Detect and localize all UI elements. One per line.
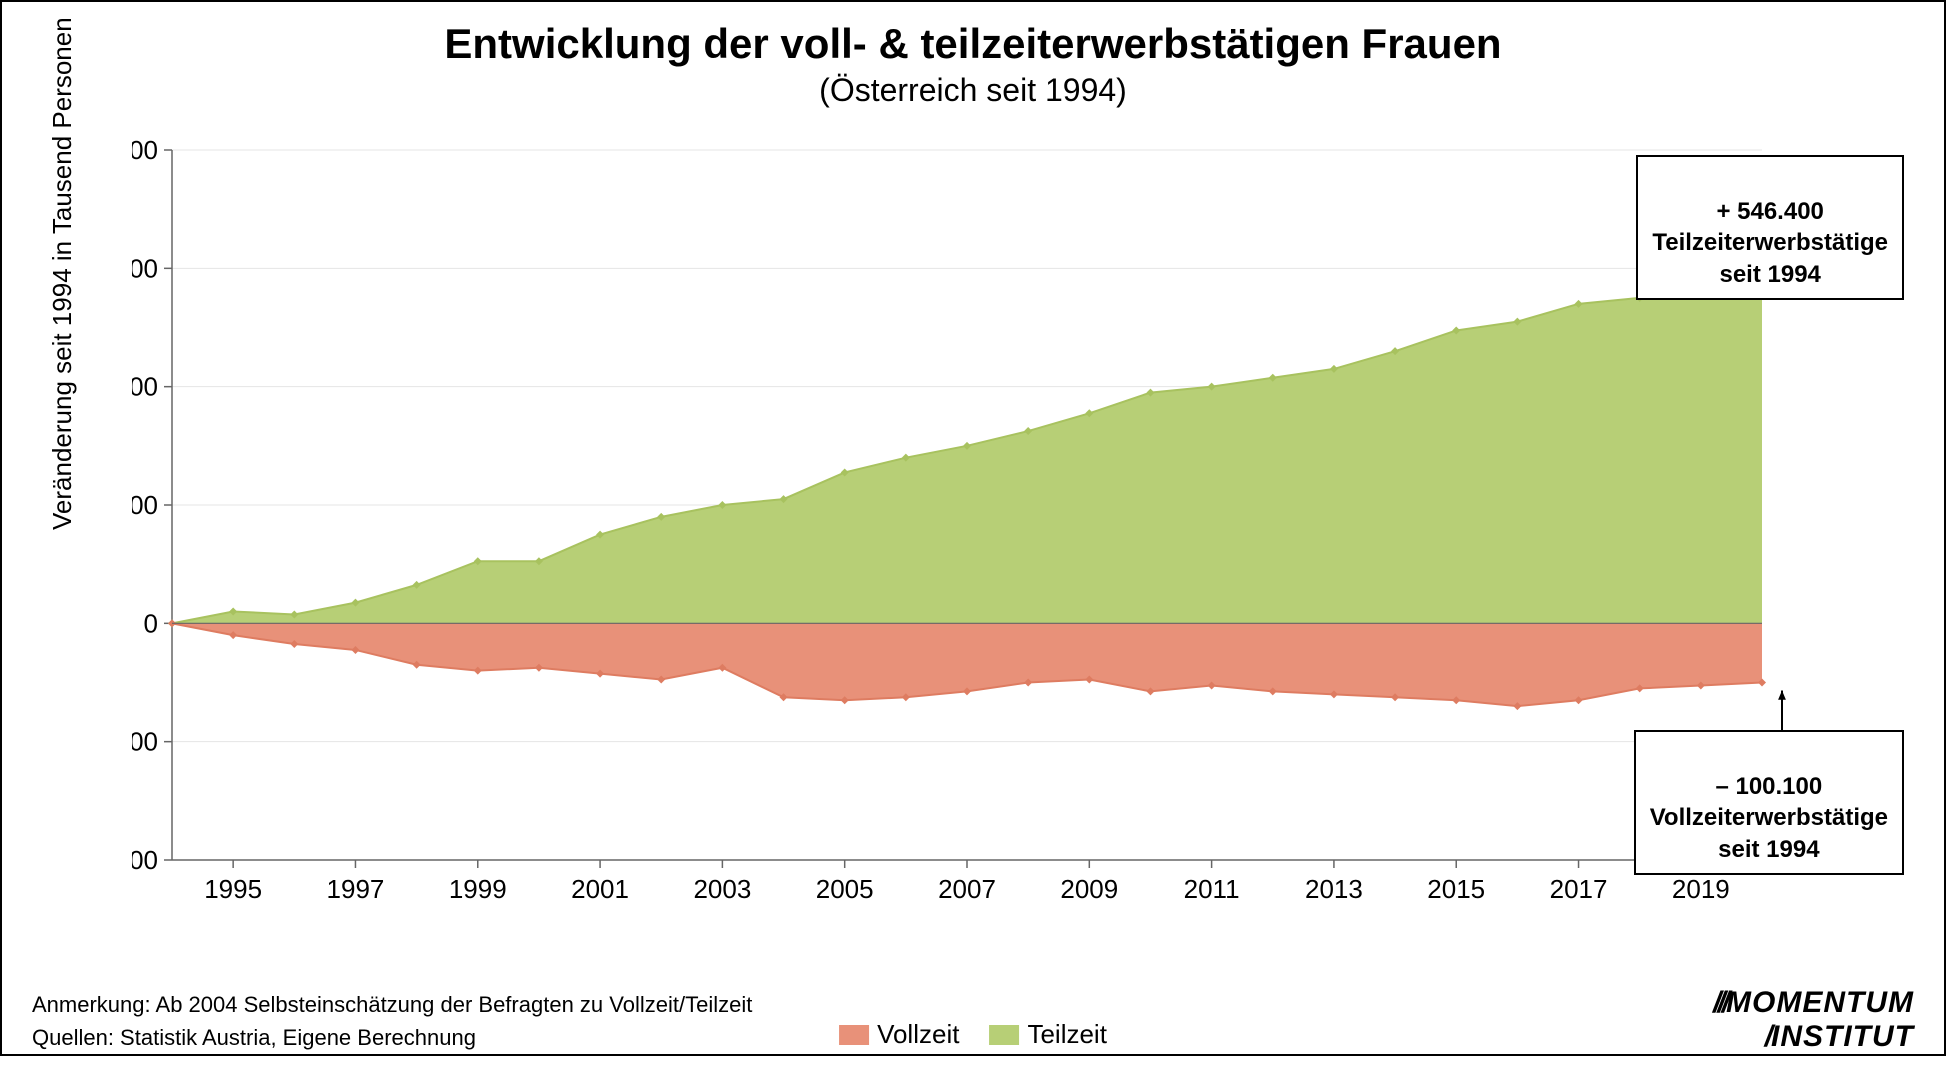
chart-subtitle: (Österreich seit 1994) — [2, 72, 1944, 109]
x-tick-label: 2009 — [1060, 874, 1118, 904]
x-tick-label: 2003 — [693, 874, 751, 904]
chart-footer: Anmerkung: Ab 2004 Selbsteinschätzung de… — [32, 986, 1914, 1054]
annotation-vollzeit: – 100.100 Vollzeiterwerbstätige seit 199… — [1634, 730, 1904, 875]
footer-note-1: Anmerkung: Ab 2004 Selbsteinschätzung de… — [32, 988, 752, 1021]
x-tick-label: 2007 — [938, 874, 996, 904]
x-tick-label: 2017 — [1550, 874, 1608, 904]
chart-container: Entwicklung der voll- & teilzeiterwerbst… — [2, 20, 1944, 1072]
y-tick-label: 600 — [132, 253, 158, 283]
y-axis-label: Veränderung seit 1994 in Tausend Persone… — [47, 17, 78, 530]
annotation-teilzeit: + 546.400 Teilzeiterwerbstätige seit 199… — [1636, 155, 1904, 300]
chart-title: Entwicklung der voll- & teilzeiterwerbst… — [2, 20, 1944, 68]
y-tick-label: -200 — [132, 727, 158, 757]
y-tick-label: 400 — [132, 372, 158, 402]
area-teilzeit — [172, 289, 1762, 623]
annotation-teilzeit-text: + 546.400 Teilzeiterwerbstätige seit 199… — [1652, 198, 1888, 287]
y-tick-label: 200 — [132, 490, 158, 520]
x-tick-label: 2005 — [816, 874, 874, 904]
x-tick-label: 2001 — [571, 874, 629, 904]
x-tick-label: 2013 — [1305, 874, 1363, 904]
logo-line-1: ///MOMENTUM — [1713, 986, 1914, 1020]
x-tick-label: 1999 — [449, 874, 507, 904]
x-tick-label: 2019 — [1672, 874, 1730, 904]
chart-plot-area: -400 -200 0 200 400 600 800 1995 1997 1999 2001 200… — [132, 140, 1832, 920]
y-tick-label: -400 — [132, 845, 158, 875]
logo: ///MOMENTUM /INSTITUT — [1713, 986, 1914, 1054]
x-tick-label: 1995 — [204, 874, 262, 904]
footer-note-2: Quellen: Statistik Austria, Eigene Berec… — [32, 1021, 752, 1054]
x-tick-label: 1997 — [327, 874, 385, 904]
logo-line-2: /INSTITUT — [1713, 1020, 1914, 1054]
x-tick-label: 2011 — [1184, 874, 1240, 904]
annotation-vollzeit-text: – 100.100 Vollzeiterwerbstätige seit 199… — [1650, 773, 1888, 862]
footer-notes: Anmerkung: Ab 2004 Selbsteinschätzung de… — [32, 988, 752, 1054]
arrow-vollzeit-head — [1778, 691, 1786, 700]
y-tick-label: 0 — [144, 608, 158, 638]
x-tick-label: 2015 — [1427, 874, 1485, 904]
y-tick-label: 800 — [132, 140, 158, 165]
